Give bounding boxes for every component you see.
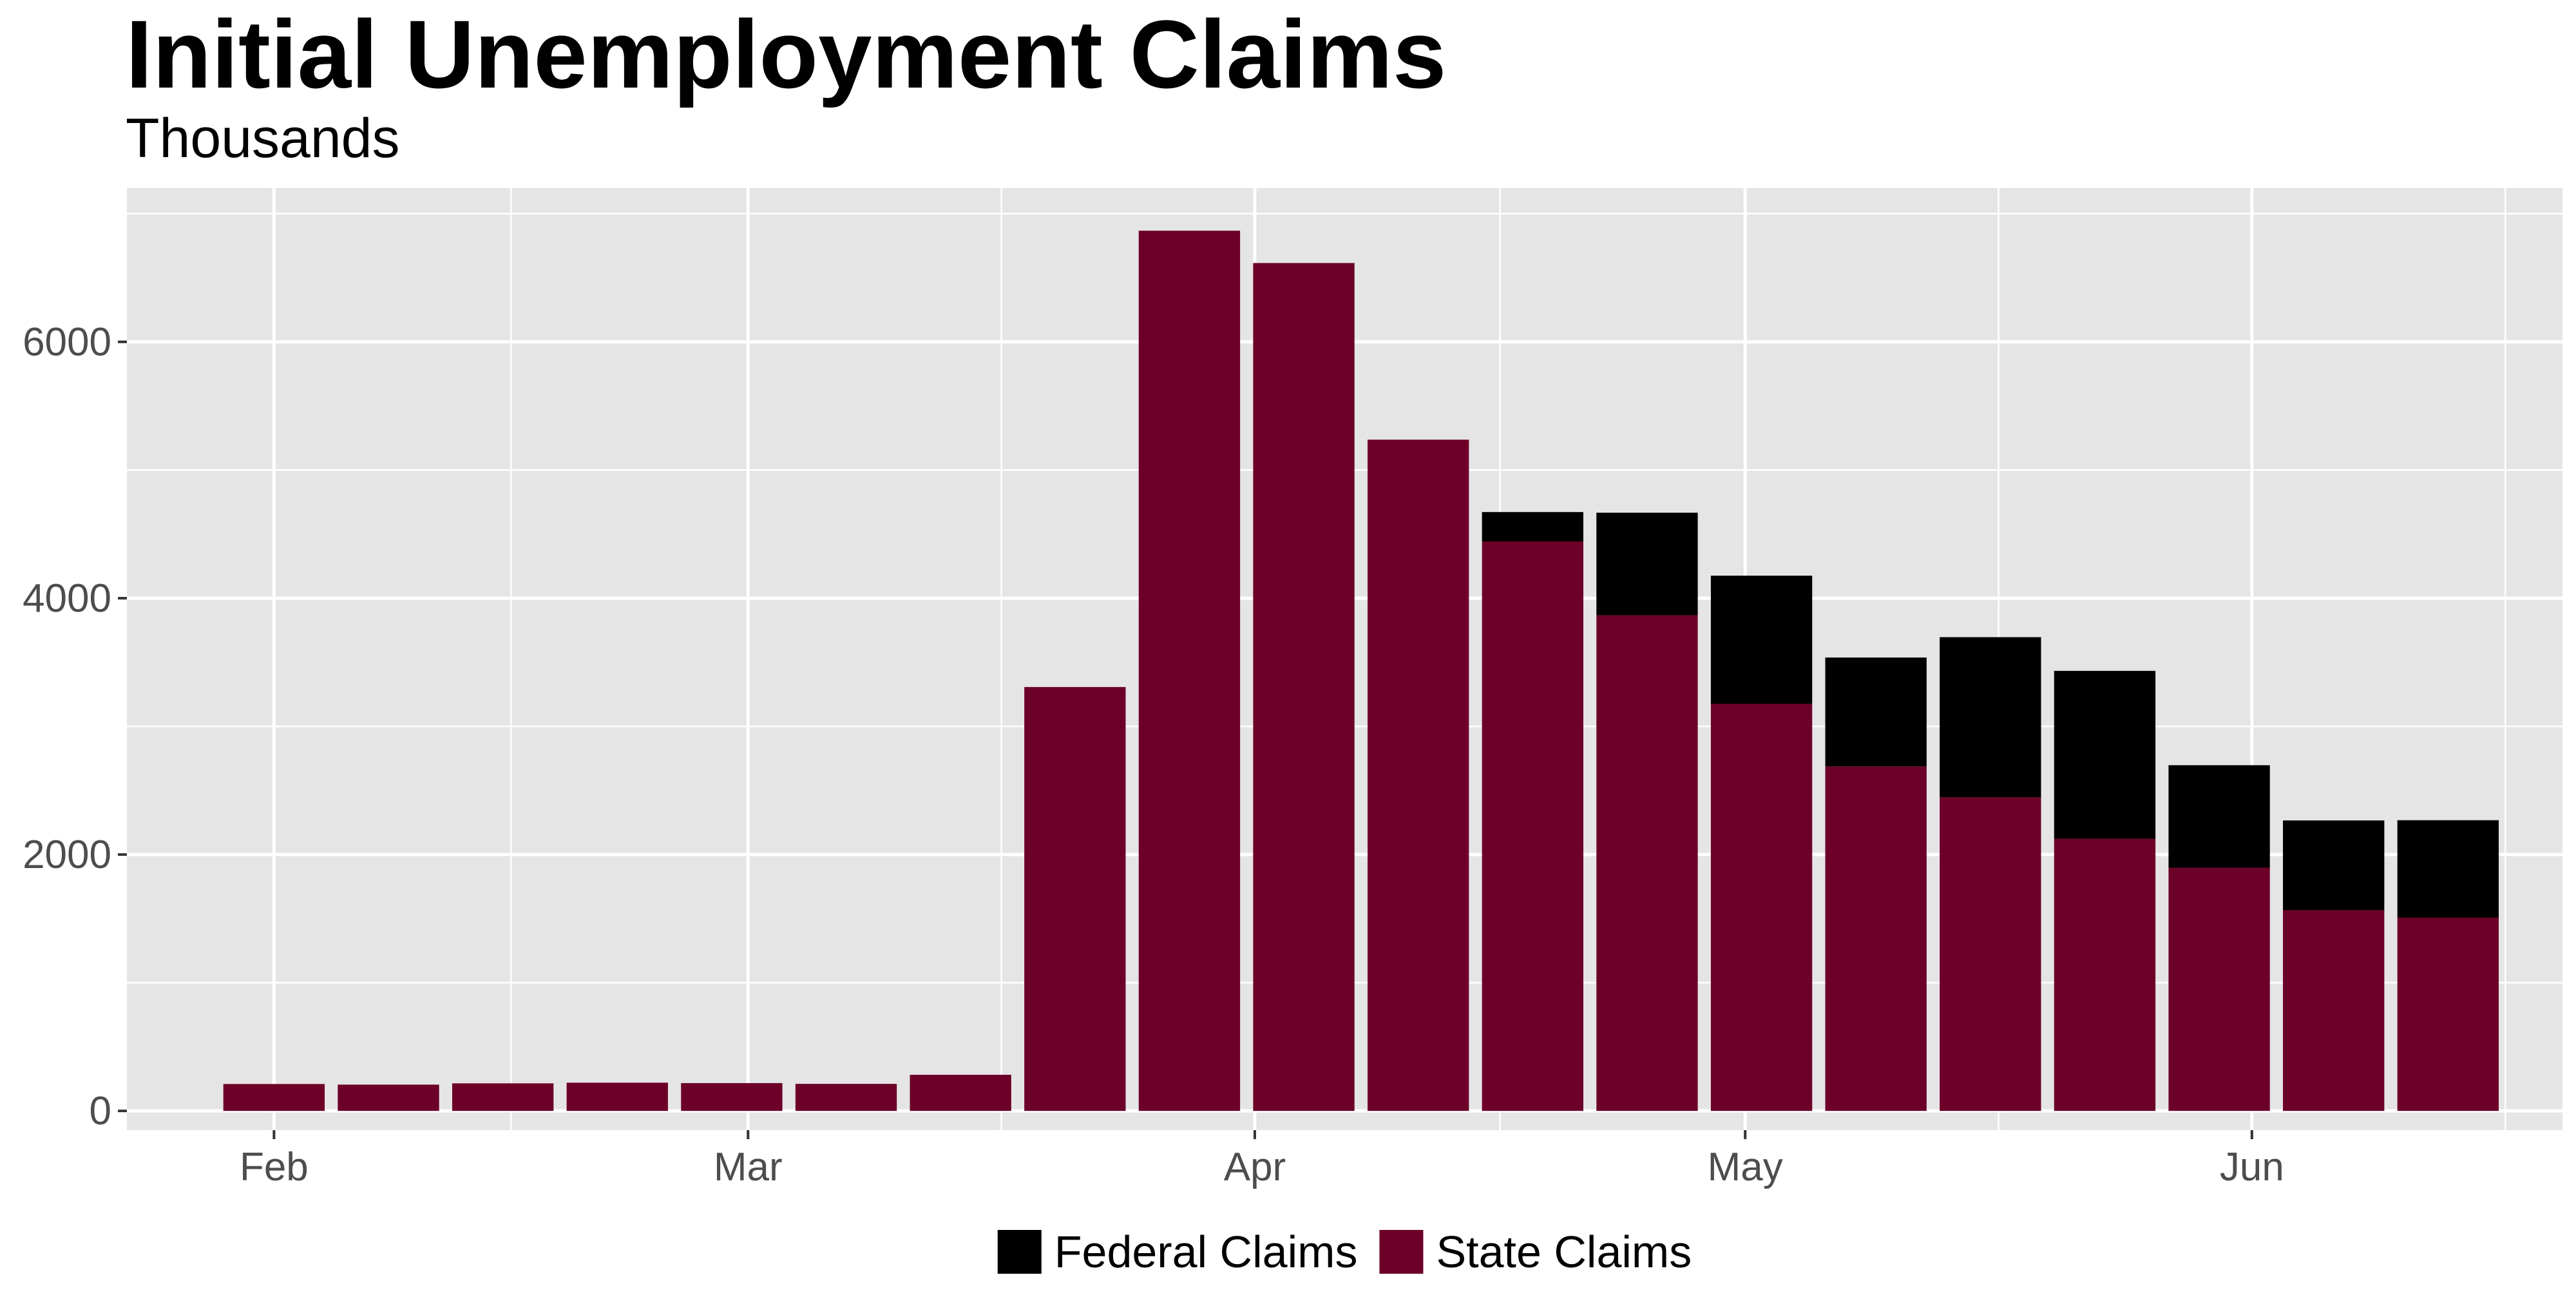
y-tick-label: 6000: [23, 320, 111, 364]
legend-key: [1379, 1230, 1424, 1274]
legend-label: Federal Claims: [1054, 1227, 1358, 1277]
bar-state-claims: [566, 1082, 668, 1111]
x-tick-label: Mar: [714, 1145, 783, 1189]
bar-state-claims: [1482, 541, 1583, 1111]
bar-state-claims: [452, 1083, 554, 1111]
bar-state-claims: [681, 1082, 783, 1111]
bar-state-claims: [2397, 917, 2499, 1111]
bar-federal-claims: [1940, 637, 2041, 798]
bar-state-claims: [2054, 838, 2156, 1111]
bar-federal-claims: [2283, 820, 2385, 911]
bar-state-claims: [1138, 231, 1241, 1111]
x-tick-label: May: [1708, 1145, 1783, 1189]
legend-label: State Claims: [1436, 1227, 1692, 1277]
bar-state-claims: [1024, 686, 1126, 1111]
bar-federal-claims: [2054, 670, 2156, 839]
y-tick-label: 0: [90, 1089, 111, 1133]
bar-state-claims: [2283, 910, 2385, 1111]
bar-state-claims: [1825, 766, 1927, 1111]
x-tick-label: Jun: [2220, 1145, 2284, 1189]
chart-subtitle: Thousands: [126, 108, 400, 169]
bar-federal-claims: [1596, 513, 1698, 616]
bar-state-claims: [2168, 867, 2270, 1111]
bar-federal-claims: [1482, 512, 1583, 542]
bar-state-claims: [223, 1084, 325, 1111]
bar-state-claims: [1710, 703, 1813, 1111]
x-tick-label: Apr: [1224, 1145, 1286, 1189]
bar-state-claims: [1368, 439, 1469, 1111]
bar-state-claims: [1940, 797, 2041, 1111]
legend: Federal Claims State Claims: [997, 1227, 1692, 1277]
bar-state-claims: [795, 1084, 897, 1111]
bars: [223, 231, 2499, 1111]
chart-title: Initial Unemployment Claims: [126, 0, 1447, 108]
bar-federal-claims: [1825, 657, 1927, 767]
y-tick-label: 4000: [23, 576, 111, 621]
y-axis: 0 2000 4000 6000: [23, 320, 127, 1133]
bar-federal-claims: [2397, 820, 2499, 918]
bar-state-claims: [910, 1075, 1011, 1111]
bar-state-claims: [1596, 615, 1698, 1111]
y-tick-label: 2000: [23, 833, 111, 877]
bar-state-claims: [338, 1084, 439, 1111]
bar-federal-claims: [2168, 765, 2270, 868]
legend-key: [997, 1230, 1042, 1274]
bar-federal-claims: [1710, 575, 1813, 704]
x-tick-label: Feb: [240, 1145, 309, 1189]
bar-state-claims: [1253, 263, 1355, 1111]
x-axis: Feb Mar Apr May Jun: [240, 1130, 2284, 1189]
